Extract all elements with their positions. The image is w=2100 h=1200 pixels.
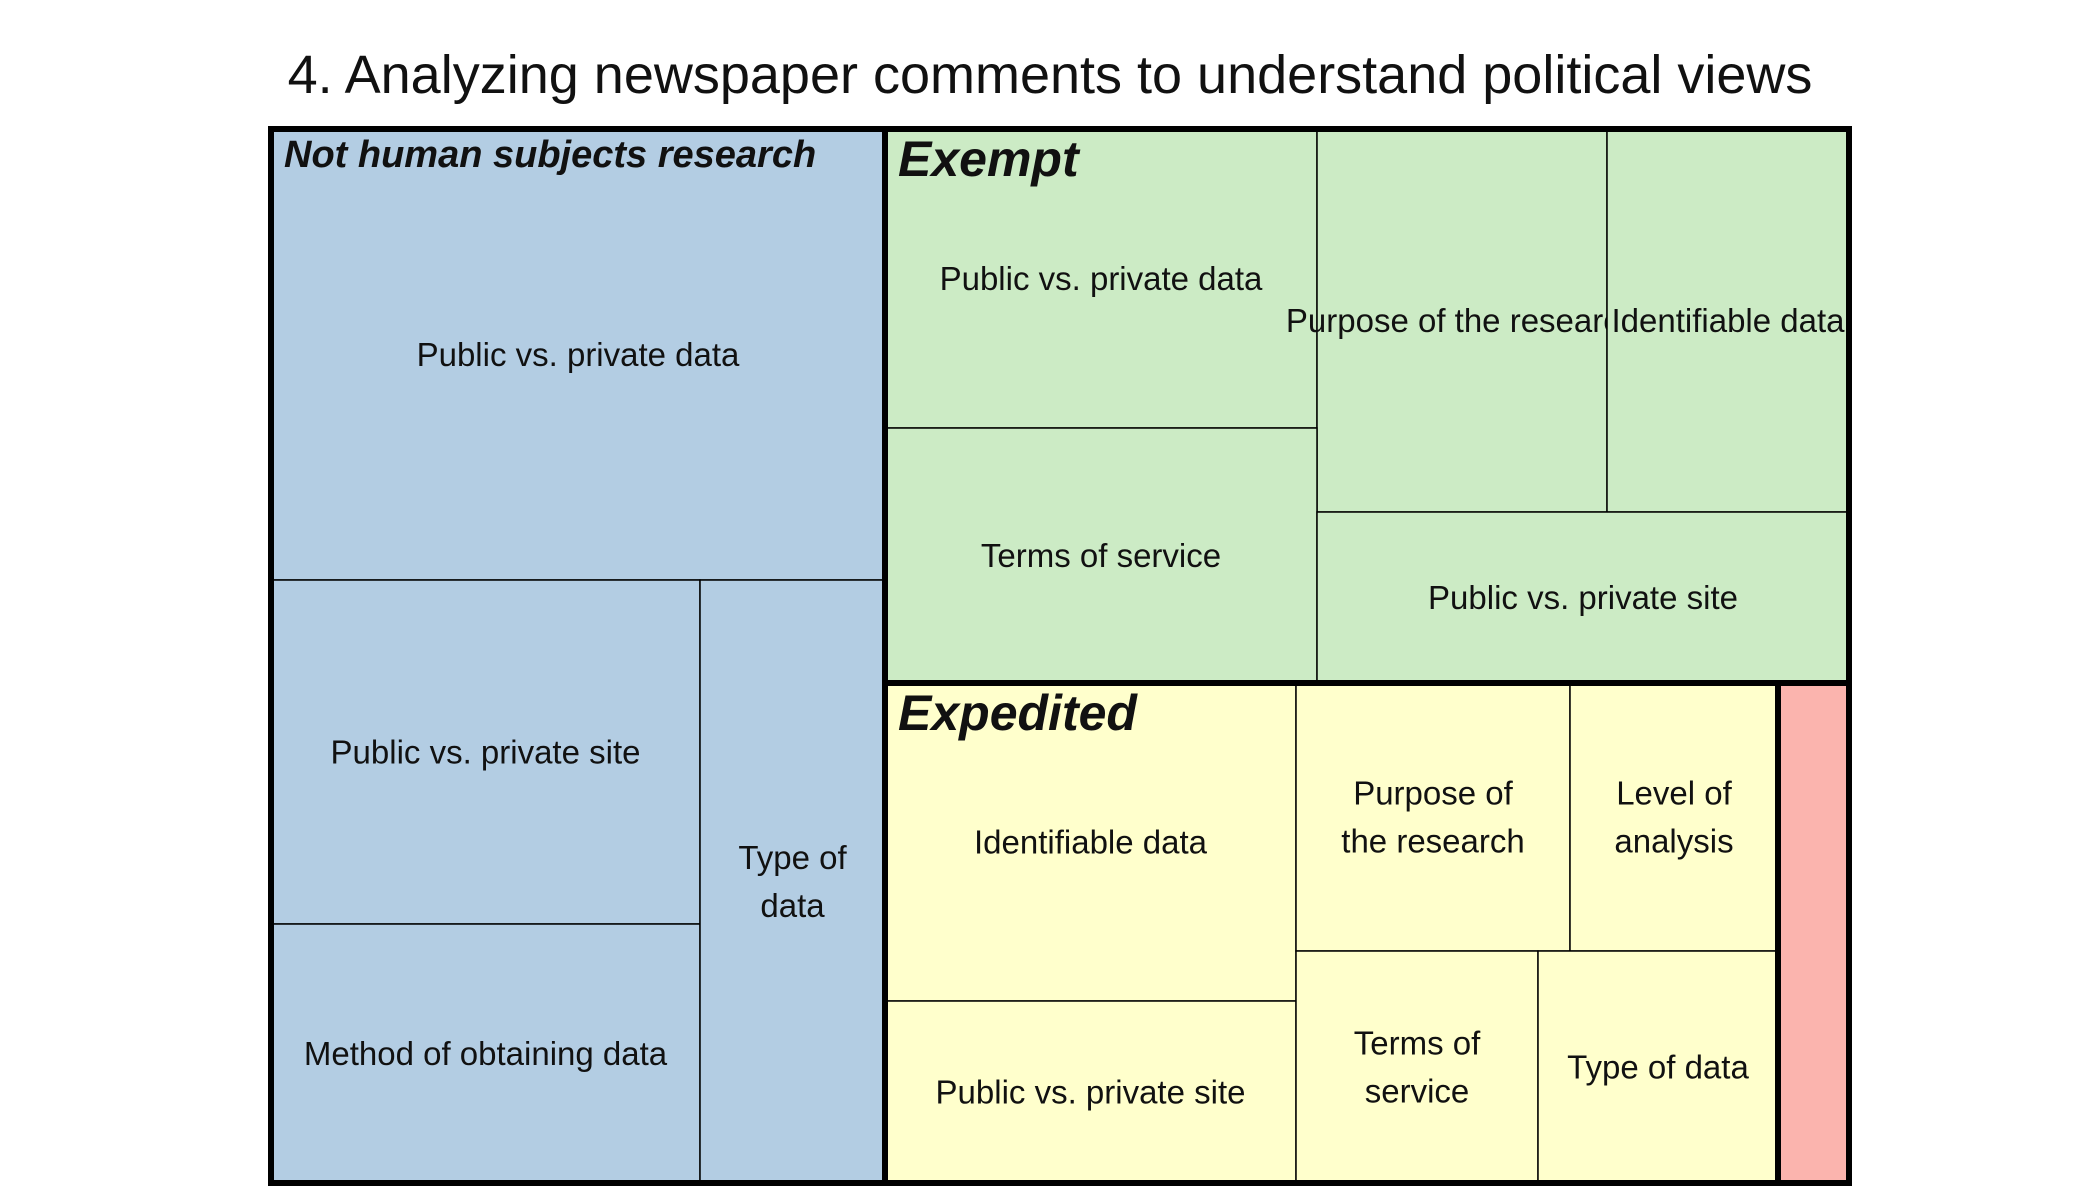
group-label: Not human subjects research [284,134,816,176]
group-background [1778,683,1849,1183]
treemap-tile: Public vs. private data [270,128,886,581]
group-label: Exempt [898,131,1081,187]
treemap-tile: Public vs. private site [270,579,701,925]
treemap-tile: Identifiable data [884,682,1297,1002]
tile-label: Public vs. private site [1428,579,1738,616]
treemap-tile: Purpose of the research [1286,128,1638,513]
tile-rect [1316,511,1850,684]
treemap-group-not-human-subjects-research: Public vs. private data Public vs. privat… [268,126,888,1186]
tile-label: Public vs. private site [936,1074,1246,1111]
treemap-group-exempt: Public vs. private data Purpose of the re… [882,126,1852,686]
tile-label: Terms of service [981,537,1221,574]
tile-rect [884,427,1318,684]
treemap-tile: Public vs. private data [884,128,1318,429]
tile-rect [270,128,886,581]
tile-label: Identifiable data [1611,302,1845,339]
tile-label: Terms of service [1354,1025,1481,1110]
tile-rect [884,128,1318,429]
treemap-tile: Identifiable data [1606,128,1850,513]
treemap-group-expedited: Identifiable data Public vs. private site… [882,680,1781,1186]
treemap-tile: Public vs. private site [884,1000,1297,1184]
tile-rect [1606,128,1850,513]
group-label: Expedited [898,685,1138,741]
tile-label: Public vs. private data [940,260,1263,297]
tile-rect [1537,950,1779,1184]
tile-rect [1316,128,1608,513]
tile-rect [1295,682,1571,952]
tile-label: Public vs. private data [417,336,740,373]
treemap-tile: Purpose of the research [1295,682,1571,952]
tile-label: Type of data [738,839,847,924]
tile-label: Public vs. private site [331,734,641,771]
tile-label: Method of obtaining data [304,1035,668,1072]
tile-label: Type of data [1567,1049,1749,1086]
tile-rect [270,923,701,1184]
treemap-group-unlabeled [1775,680,1852,1186]
tile-label: Purpose of the research [1341,775,1524,860]
tile-rect [1569,682,1779,952]
treemap-tile: Public vs. private site [1316,511,1850,684]
tile-rect [699,579,886,1184]
treemap-tile: Type of data [699,579,886,1184]
tile-rect [884,682,1297,1002]
tile-rect [1295,950,1539,1184]
tile-label: Level of analysis [1614,775,1733,860]
group-border [1775,680,1852,1186]
treemap-tile: Terms of service [884,427,1318,684]
chart-title: 4. Analyzing newspaper comments to under… [287,45,1813,105]
tile-rect [884,1000,1297,1184]
tile-label: Identifiable data [974,824,1208,861]
treemap-tile: Terms of service [1295,950,1539,1184]
treemap-tile: Type of data [1537,950,1779,1184]
tile-label: Purpose of the research [1286,302,1638,339]
treemap-tile: Method of obtaining data [270,923,701,1184]
treemap-tile: Level of analysis [1569,682,1779,952]
